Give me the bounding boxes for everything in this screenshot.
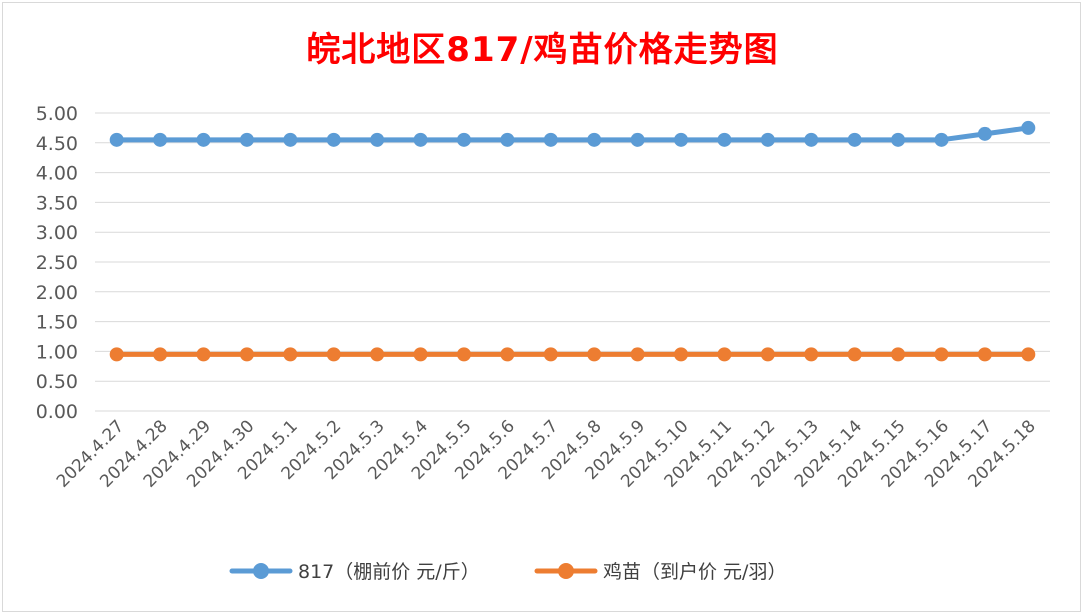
y-tick-label: 5.00 bbox=[36, 103, 78, 125]
series-0-point bbox=[674, 132, 689, 147]
series-0-point bbox=[587, 132, 602, 147]
series-0-point bbox=[196, 132, 211, 147]
series-1-point bbox=[543, 347, 558, 362]
series-0-point bbox=[283, 132, 298, 147]
series-1-point bbox=[326, 347, 341, 362]
legend-marker-1 bbox=[558, 563, 574, 579]
legend: 817（棚前价 元/斤） 鸡苗（到户价 元/羽） bbox=[229, 561, 786, 583]
series-0-point bbox=[717, 132, 732, 147]
series-1-point bbox=[456, 347, 471, 362]
series-1-point bbox=[630, 347, 645, 362]
series-1-point bbox=[239, 347, 254, 362]
series-1-point bbox=[153, 347, 168, 362]
y-tick-label: 2.50 bbox=[36, 252, 78, 274]
series-0-point bbox=[847, 132, 862, 147]
series-0-point bbox=[977, 126, 992, 141]
series-0-point bbox=[630, 132, 645, 147]
series-0-point bbox=[153, 132, 168, 147]
series-0-point bbox=[543, 132, 558, 147]
series-0-point bbox=[326, 132, 341, 147]
series-1-point bbox=[587, 347, 602, 362]
series-0-point bbox=[109, 132, 124, 147]
series-layer bbox=[109, 120, 1036, 362]
series-1-point bbox=[370, 347, 385, 362]
y-tick-label: 3.50 bbox=[36, 192, 78, 214]
series-0-point bbox=[413, 132, 428, 147]
legend-label-1: 鸡苗（到户价 元/羽） bbox=[603, 561, 786, 583]
series-1-point bbox=[674, 347, 689, 362]
series-1-point bbox=[413, 347, 428, 362]
series-0-point bbox=[891, 132, 906, 147]
y-tick-label: 2.00 bbox=[36, 282, 78, 304]
y-tick-label: 1.50 bbox=[36, 312, 78, 334]
series-0-point bbox=[934, 132, 949, 147]
series-1-point bbox=[109, 347, 124, 362]
series-1-point bbox=[196, 347, 211, 362]
y-tick-label: 4.50 bbox=[36, 133, 78, 155]
series-0-point bbox=[456, 132, 471, 147]
y-tick-label: 0.50 bbox=[36, 371, 78, 393]
series-0-point bbox=[500, 132, 515, 147]
series-0-point bbox=[239, 132, 254, 147]
series-0-point bbox=[370, 132, 385, 147]
series-line-0 bbox=[114, 125, 1031, 143]
series-1-point bbox=[804, 347, 819, 362]
series-1-point bbox=[847, 347, 862, 362]
legend-marker-0 bbox=[253, 563, 269, 579]
series-0-point bbox=[804, 132, 819, 147]
series-1-point bbox=[934, 347, 949, 362]
series-1-point bbox=[760, 347, 775, 362]
series-1-point bbox=[891, 347, 906, 362]
series-1-point bbox=[283, 347, 298, 362]
legend-label-0: 817（棚前价 元/斤） bbox=[298, 561, 480, 583]
chart-title: 皖北地区817/鸡苗价格走势图 bbox=[306, 30, 779, 70]
series-1-point bbox=[500, 347, 515, 362]
series-1-point bbox=[1021, 347, 1036, 362]
x-axis-ticks: 2024.4.272024.4.282024.4.292024.4.302024… bbox=[53, 416, 1040, 491]
y-tick-label: 0.00 bbox=[36, 401, 78, 423]
series-1-point bbox=[717, 347, 732, 362]
series-0-point bbox=[760, 132, 775, 147]
series-0-point bbox=[1021, 120, 1036, 135]
y-tick-label: 4.00 bbox=[36, 163, 78, 185]
gridlines bbox=[95, 112, 1050, 412]
series-1-point bbox=[977, 347, 992, 362]
y-axis-ticks: 0.00 0.50 1.00 1.50 2.00 2.50 3.00 3.50 4.00 4.50… bbox=[36, 103, 78, 423]
y-tick-label: 1.00 bbox=[36, 341, 78, 363]
y-tick-label: 3.00 bbox=[36, 222, 78, 244]
